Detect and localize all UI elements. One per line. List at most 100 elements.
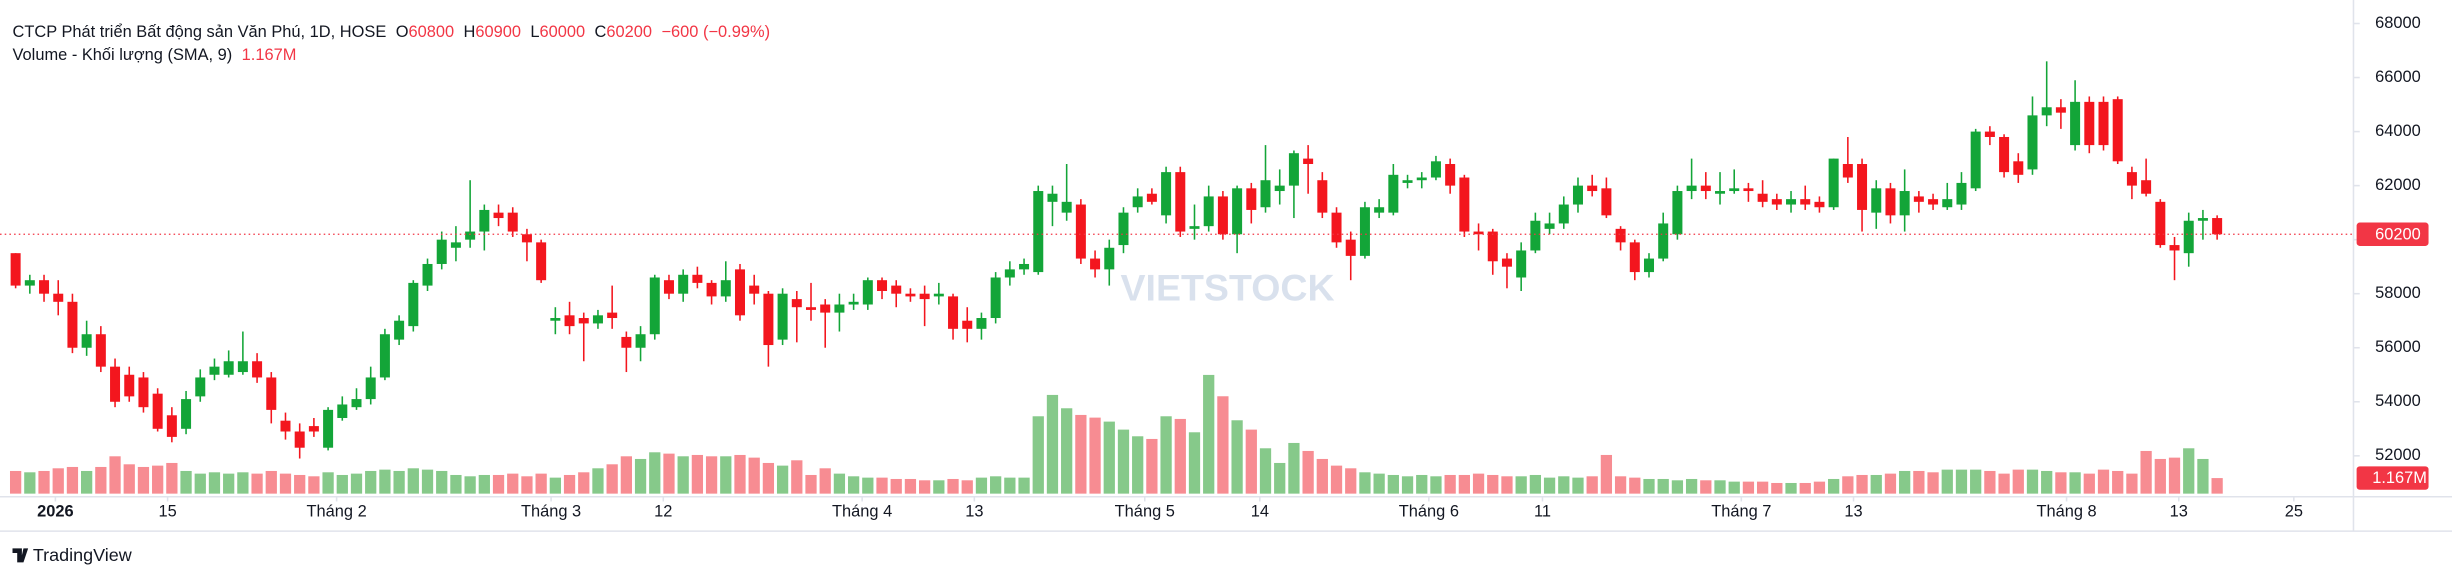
volume-bar [1742,481,1755,494]
candle-body [1715,191,1726,194]
candle-body [1729,188,1740,192]
candle-body [578,318,589,324]
volume-bar [748,457,760,494]
volume-bar [535,473,547,494]
candle-body [1359,207,1370,256]
candle-body [2055,107,2066,113]
volume-bar [492,474,505,494]
candle-body [1913,196,1924,202]
volume-bar [734,454,746,494]
x-tick-label: Tháng 3 [521,503,581,521]
candle-body [1857,164,1868,210]
candle-body [550,318,561,321]
volume-bar [1870,474,1882,494]
candle-body [2183,220,2194,254]
volume-bar [1998,473,2010,494]
volume-bar [38,470,50,494]
volume-bar [1259,448,1272,494]
candle-body [1658,223,1669,259]
candle-body [1871,188,1882,213]
candle-body [1487,231,1498,262]
volume-bar [1828,478,1840,494]
candle-body [1928,199,1939,205]
volume-bar [1245,429,1257,494]
volume-bar [919,480,931,494]
candle-body [1615,228,1626,243]
volume-bar [2140,450,2152,494]
x-tick-label: 13 [965,503,983,521]
candle-body [10,253,21,286]
logo-text: TradingView [33,545,133,565]
volume-bar [933,480,945,494]
candle-body [1587,185,1598,192]
volume-bar [1061,408,1073,494]
volume-bar [2154,458,2166,494]
candle-body [1175,172,1186,232]
candle-body [1189,226,1200,229]
volume-bar [705,456,718,494]
volume-bar [95,466,107,494]
volume-bar [2168,457,2181,494]
volume-bar [407,468,419,494]
candle-body [919,293,930,300]
candle-body [1629,242,1640,273]
ohlc-value: 60200 [606,23,652,41]
volume-bar [350,473,363,494]
volume-bar [1032,416,1044,494]
volume-bar [1572,477,1584,494]
volume-bar [1018,477,1030,494]
candle-body [2112,99,2123,162]
candle-body [1643,258,1655,273]
volume-bar [1401,476,1414,494]
y-tick-label: 52000 [2375,446,2421,464]
candle-body [1956,182,1967,205]
candle-body [564,315,575,327]
volume-bar [805,474,817,494]
candle-body [408,282,419,327]
volume-bar [1643,478,1655,494]
candle-body [1942,199,1953,208]
volume-bar [123,464,135,494]
x-tick-label: 13 [1844,503,1862,521]
x-tick-label: Tháng 6 [1399,503,1459,521]
candle-body [820,304,831,313]
volume-bar [1103,421,1115,494]
candle-body [649,277,660,335]
y-tick-label: 64000 [2375,122,2421,140]
volume-bar [1927,472,1939,494]
volume-bar [904,478,917,494]
volume-bar [1231,420,1243,494]
candle-body [24,280,35,286]
volume-bar [109,456,121,494]
volume-bar [436,470,448,494]
x-tick-label: 14 [1251,503,1269,521]
candle-body [592,315,603,324]
candle-body [1999,136,2010,173]
volume-bar [52,468,64,494]
candle-body [2197,218,2208,221]
volume-bar [2183,448,2195,494]
candle-body [1984,131,1995,137]
volume-bar [1160,416,1172,494]
ohlc-label: O [396,23,409,41]
candle-body [1374,207,1385,213]
candle-body [706,282,717,297]
volume-bar [152,465,164,494]
y-tick-label: 54000 [2375,392,2421,410]
volume-bar [691,454,704,494]
volume-bar [578,472,590,494]
volume-bar [1842,476,1854,494]
candle-body [294,431,305,448]
candle-body [450,242,461,248]
candle-body [1246,188,1257,210]
volume-bar [81,470,93,494]
candle-body [1572,185,1583,205]
volume-bar [677,456,689,494]
volume-bar [1174,418,1186,494]
volume-bar [507,473,519,494]
candle-body [1104,247,1115,270]
volume-bar [137,466,150,494]
candle-body [124,374,135,397]
volume-header: Volume - Khối lượng (SMA, 9) 1.167M [13,47,297,65]
